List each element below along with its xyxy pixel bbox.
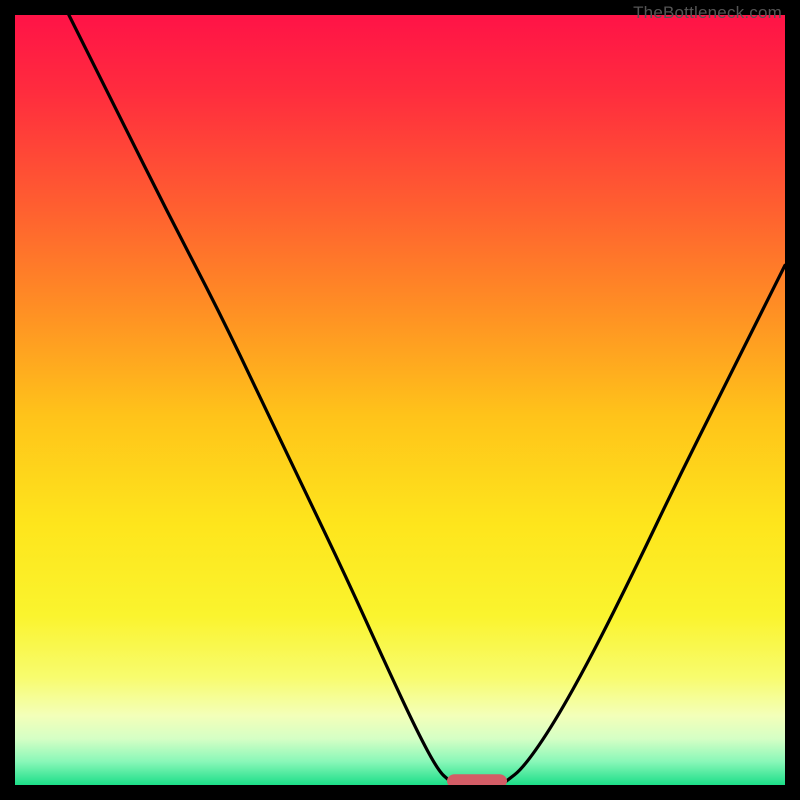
gradient-rect — [15, 15, 785, 785]
plot-area — [15, 15, 785, 785]
background-gradient — [15, 15, 785, 785]
watermark-text: TheBottleneck.com — [633, 3, 782, 23]
outer-black-frame: TheBottleneck.com — [0, 0, 800, 800]
